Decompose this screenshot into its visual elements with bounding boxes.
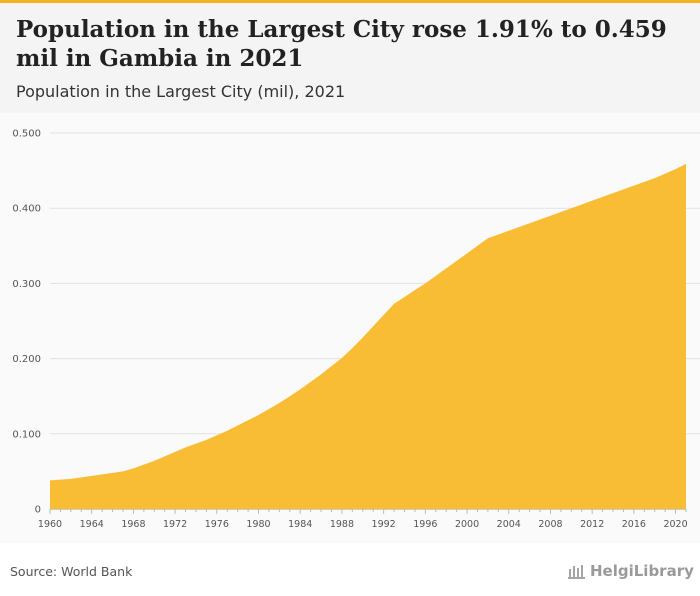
population-area (50, 163, 686, 509)
y-tick-label: 0.500 (12, 129, 41, 140)
y-axis-ticks: 0 0.100 0.200 0.300 0.400 0.500 (12, 129, 41, 516)
chart-header: Population in the Largest City rose 1.91… (0, 3, 700, 113)
x-tick-label: 1964 (80, 519, 104, 530)
chart-title: Population in the Largest City rose 1.91… (16, 16, 667, 72)
x-tick-label: 2004 (497, 519, 521, 530)
helgi-library-logo[interactable]: HelgiLibrary (568, 562, 694, 580)
library-icon (568, 565, 585, 579)
x-tick-label: 1972 (163, 519, 187, 530)
x-tick-label: 2016 (622, 519, 646, 530)
x-tick-label: 2012 (580, 519, 604, 530)
y-tick-label: 0 (35, 505, 41, 516)
x-axis-ticks: 1960 1964 1968 1972 1976 1980 1984 1988 1992 1996… (38, 509, 688, 530)
x-tick-label: 2020 (663, 519, 687, 530)
x-tick-label: 1988 (330, 519, 354, 530)
x-tick-label: 2000 (455, 519, 479, 530)
x-tick-label: 2008 (538, 519, 562, 530)
x-tick-label: 1960 (38, 519, 62, 530)
x-tick-label: 1968 (121, 519, 145, 530)
x-tick-label: 1984 (288, 519, 312, 530)
top-accent-bar (0, 0, 700, 3)
x-tick-label: 1992 (372, 519, 396, 530)
source-note: Source: World Bank (10, 564, 133, 579)
y-tick-label: 0.400 (12, 204, 41, 215)
x-tick-label: 1976 (205, 519, 229, 530)
x-tick-label: 1996 (413, 519, 437, 530)
brand-name: HelgiLibrary (590, 562, 694, 580)
y-tick-label: 0.100 (12, 429, 41, 440)
chart-subtitle: Population in the Largest City (mil), 20… (16, 82, 346, 101)
x-tick-label: 1980 (246, 519, 270, 530)
y-tick-label: 0.200 (12, 354, 41, 365)
y-tick-label: 0.300 (12, 279, 41, 290)
